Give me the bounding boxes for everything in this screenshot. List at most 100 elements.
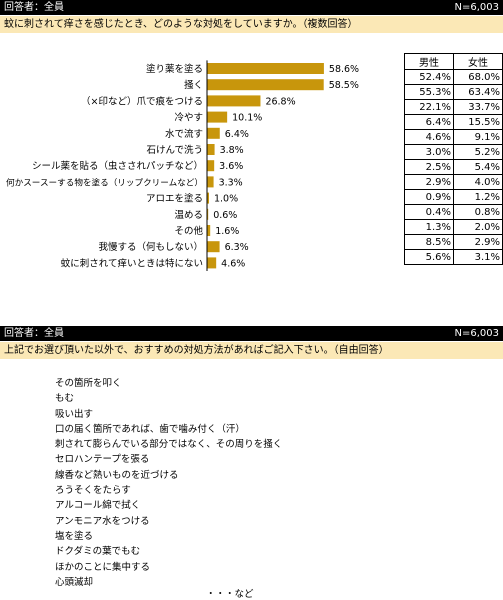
question1-bar: 蚊に刺されて痒さを感じたとき、どのような対処をしていますか。（複数回答） [0, 16, 503, 33]
bar [207, 63, 324, 74]
section1-header: 回答者：全員 N=6,003 [0, 0, 503, 15]
male-cell: 8.5% [404, 234, 454, 250]
sample-size-2: N=6,003 [454, 328, 500, 339]
bar [207, 257, 217, 269]
female-cell: 0.8% [453, 204, 503, 220]
table-row: 1.3% 2.0% [404, 219, 503, 235]
female-cell: 3.1% [453, 249, 503, 265]
male-cell: 3.0% [404, 144, 454, 160]
value-label: 0.6% [213, 210, 237, 221]
value-label: 1.0% [214, 194, 238, 205]
male-cell: 1.3% [404, 219, 454, 235]
question1-text: 蚊に刺されて痒さを感じたとき、どのような対処をしていますか。（複数回答） [4, 19, 358, 30]
male-cell: 5.6% [404, 249, 454, 265]
list-item: 刺されて膨らんでいる部分ではなく、その周りを掻く [55, 439, 283, 451]
male-cell: 6.4% [404, 114, 454, 130]
table-row: 5.6% 3.1% [404, 249, 503, 265]
bar [207, 111, 228, 123]
table-row: 6.4% 15.5% [404, 114, 503, 130]
value-label: 58.6% [329, 64, 359, 75]
list-item: 口の届く箇所であれば、歯で噛み付く（汗） [55, 423, 245, 435]
list-item: 吸い出す [55, 408, 94, 420]
female-cell: 2.0% [453, 219, 503, 235]
category-label: 温める [174, 210, 203, 221]
category-label: シール薬を貼る（虫さされパッチなど） [32, 160, 203, 172]
section2-header: 回答者：全員 N=6,003 [0, 326, 503, 341]
table-row: 22.1% 33.7% [404, 99, 503, 115]
list-item: ドクダミの葉でもむ [55, 546, 141, 558]
respondent-label: 回答者：全員 [4, 2, 64, 13]
male-cell: 55.3% [404, 84, 454, 100]
value-label: 4.6% [221, 258, 245, 269]
category-label: 石けんで洗う [146, 144, 203, 156]
bar-chart: 塗り薬を塗る 58.6% 掻く 58.5% （×印など）爪で痕をつける 26.8% 冷やす 1… [6, 60, 359, 271]
bar [207, 208, 209, 220]
female-cell: 2.9% [453, 234, 503, 250]
male-cell: 0.9% [404, 189, 454, 205]
value-label: 26.8% [265, 96, 295, 107]
sample-size: N=6,003 [454, 2, 500, 13]
category-label: 蚊に刺されて痒いときは特にない [61, 257, 203, 269]
value-label: 6.3% [225, 242, 249, 253]
female-cell: 5.2% [453, 144, 503, 160]
category-label: 我慢する（何もしない） [98, 241, 203, 253]
male-cell: 4.6% [404, 129, 454, 145]
gender-table: 男性 女性 52.4% 68.0% 55.3% 63.4% 22.1% 33.7% 6.4%… [404, 53, 503, 265]
table-row: 55.3% 63.4% [404, 84, 503, 100]
list-item: もむ [55, 393, 75, 405]
category-label: （×印など）爪で痕をつける [81, 95, 203, 107]
category-label: 水で流す [165, 128, 203, 140]
list-item: 心頭滅却 [55, 576, 94, 588]
question2-text: 上記でお選び頂いた以外で、おすすめの対処方法があればご記入下さい。（自由回答） [4, 345, 389, 356]
category-label: アロエを塗る [146, 193, 203, 205]
header-male: 男性 [404, 53, 454, 70]
category-label: 冷やす [174, 112, 203, 124]
value-label: 6.4% [225, 129, 249, 140]
bar [207, 241, 220, 253]
free-answers-list: その箇所を叩く もむ吸い出す口の届く箇所であれば、歯で噛み付く（汗） 刺されて膨らん… [55, 376, 282, 590]
male-cell: 0.4% [404, 204, 454, 220]
list-item: 塩を塗る [55, 530, 94, 542]
bar [207, 95, 261, 107]
etc-note: ・・・など [206, 589, 254, 600]
female-cell: 15.5% [453, 114, 503, 130]
list-item: その箇所を叩く [55, 378, 122, 389]
table-row: 4.6% 9.1% [404, 129, 503, 145]
male-cell: 22.1% [404, 99, 454, 115]
value-label: 10.1% [232, 113, 262, 124]
list-item: ろうそくをたらす [55, 485, 131, 497]
bar [207, 160, 215, 172]
category-label: 何かスースーする物を塗る（リップクリームなど） [6, 176, 203, 188]
female-cell: 9.1% [453, 129, 503, 145]
female-cell: 63.4% [453, 84, 503, 100]
value-label: 1.6% [215, 226, 239, 237]
value-label: 3.6% [219, 161, 243, 172]
female-cell: 1.2% [453, 189, 503, 205]
female-cell: 5.4% [453, 159, 503, 175]
table-row: 2.5% 5.4% [404, 159, 503, 175]
category-label: その他 [174, 225, 203, 237]
bar [207, 79, 324, 91]
male-cell: 2.5% [404, 159, 454, 175]
bar [207, 192, 209, 204]
table-row: 0.9% 1.2% [404, 189, 503, 205]
female-cell: 68.0% [453, 69, 503, 85]
bar [207, 144, 215, 155]
list-item: アルコール綿で拭く [55, 500, 141, 512]
bar [207, 127, 220, 139]
list-item: ほかのことに集中する [55, 561, 151, 573]
category-label: 塗り薬を塗る [146, 63, 203, 75]
table-row: 8.5% 2.9% [404, 234, 503, 250]
table-row: 0.4% 0.8% [404, 204, 503, 220]
table-row: 2.9% 4.0% [404, 174, 503, 190]
bar [207, 225, 211, 236]
value-label: 3.8% [220, 145, 244, 156]
list-item: 線香など熱いものを近づける [55, 469, 179, 481]
category-label: 掻く [184, 79, 203, 91]
header-female: 女性 [453, 53, 503, 70]
respondent-label-2: 回答者：全員 [4, 328, 64, 339]
female-cell: 4.0% [453, 174, 503, 190]
table-row: 3.0% 5.2% [404, 144, 503, 160]
value-label: 58.5% [329, 80, 359, 91]
table-row: 52.4% 68.0% [404, 69, 503, 85]
